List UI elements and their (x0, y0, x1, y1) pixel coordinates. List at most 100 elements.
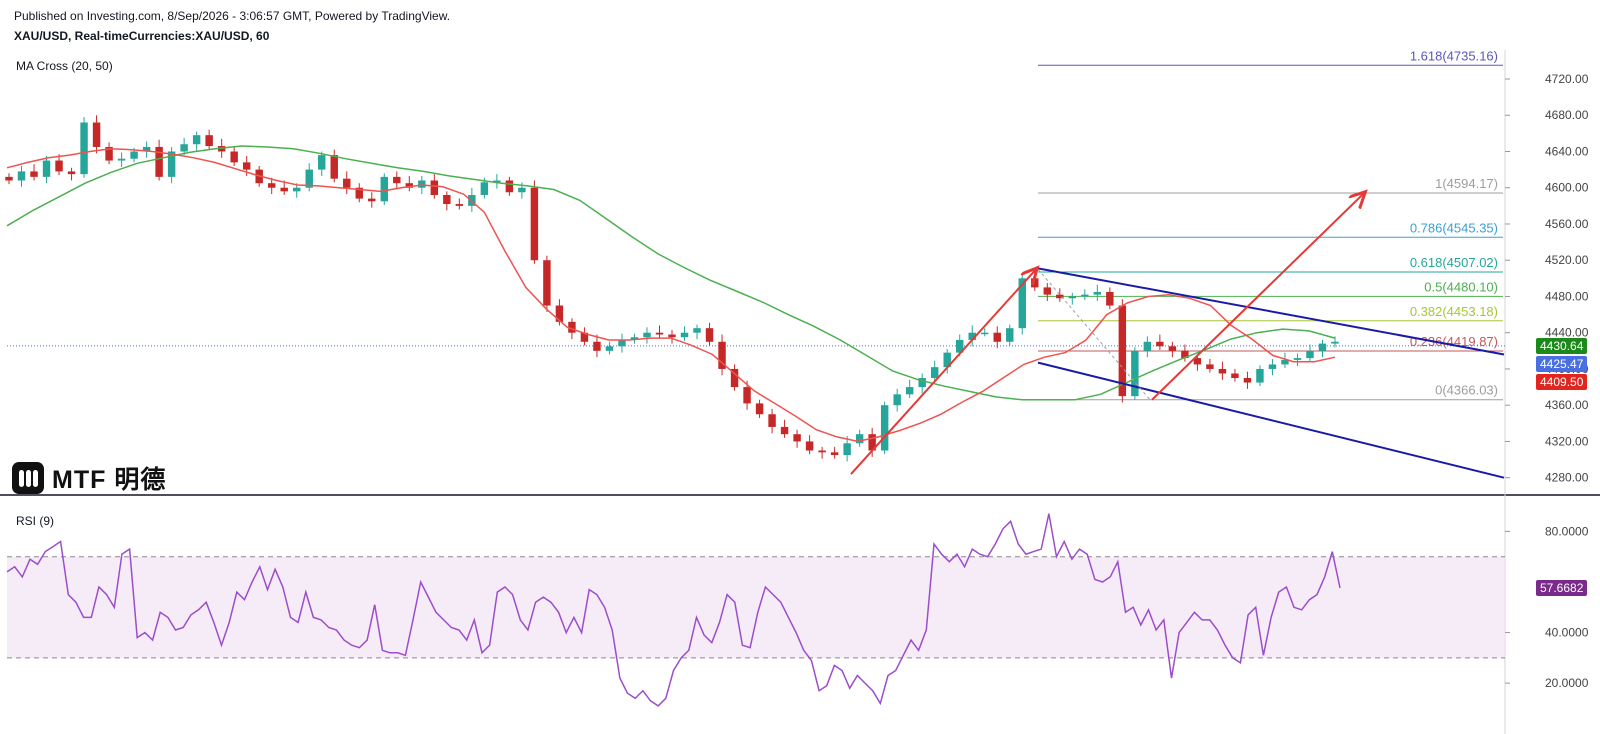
candle-body (555, 305, 564, 322)
rsi-tick-label: 40.0000 (1545, 626, 1589, 640)
ma50-line (6, 145, 1336, 401)
candle-body (1018, 278, 1026, 329)
candle-body (130, 151, 138, 159)
candle-body (205, 135, 213, 147)
candle-body (443, 194, 451, 205)
ma-cross-label[interactable]: MA Cross (20, 50) (16, 59, 113, 73)
rsi-tick-label: 80.0000 (1545, 524, 1589, 538)
symbol-title: XAU/USD, Real-timeCurrencies:XAU/USD, 60 (14, 29, 270, 43)
candle-body (280, 187, 288, 192)
rsi-tick-label: 20.0000 (1545, 676, 1589, 690)
candle-body (5, 176, 13, 181)
candle-body (955, 339, 964, 353)
candle-body (42, 160, 51, 177)
candle-body (618, 339, 626, 347)
price-tick-label: 4320.00 (1545, 434, 1589, 448)
candle-body (405, 183, 414, 188)
candle-body (155, 146, 163, 177)
candle-body (267, 183, 276, 188)
candle-body (943, 352, 951, 368)
candle-body (1118, 305, 1127, 397)
candle-body (167, 151, 176, 177)
candle-body (655, 332, 664, 335)
candle-body (1168, 346, 1177, 351)
candle-body (105, 146, 113, 161)
mtf-logo: MTF 明德 (12, 460, 166, 496)
price-badge-4409.50: 4409.50 (1536, 374, 1588, 390)
candle-body (1031, 278, 1039, 288)
price-tick-label: 4480.00 (1545, 289, 1589, 303)
ma20-line (6, 148, 1336, 443)
fib-level-label: 0.5(4480.10) (1424, 279, 1498, 294)
logo-text: MTF 明德 (52, 466, 167, 494)
candle-body (493, 180, 501, 183)
candle-body (505, 180, 514, 193)
candle-body (1218, 368, 1227, 374)
candle-body (1231, 373, 1239, 379)
rsi-line (6, 513, 1341, 707)
candle-body (455, 204, 464, 206)
candle-body (30, 171, 38, 177)
candle-body (818, 450, 826, 453)
channel-upper-line (1037, 267, 1505, 356)
candle-body (630, 337, 639, 340)
candle-body (1331, 341, 1339, 344)
price-tick-label: 4640.00 (1545, 144, 1589, 158)
candle-body (805, 441, 814, 451)
candle-body (868, 434, 876, 451)
candle-body (368, 198, 376, 202)
candle-body (305, 169, 313, 188)
candle-body (330, 155, 338, 179)
candle-body (355, 187, 363, 199)
candle-body (1293, 358, 1302, 360)
candle-body (1093, 291, 1102, 295)
candle-body (981, 332, 989, 335)
up-arrow-1 (850, 269, 1036, 475)
candle-body (1106, 291, 1114, 306)
candle-body (893, 394, 901, 406)
rsi-label[interactable]: RSI (9) (16, 514, 55, 528)
up-arrow-2 (1151, 193, 1364, 401)
price-tick-label: 4720.00 (1545, 72, 1589, 86)
price-tick-label: 4360.00 (1545, 398, 1589, 412)
candle-body (730, 368, 739, 388)
candle-body (1043, 287, 1052, 295)
candle-body (430, 180, 439, 195)
candle-body (755, 403, 764, 415)
price-badge-4425.47: 4425.47 (1536, 356, 1588, 372)
candle-body (643, 332, 651, 338)
candle-body (518, 187, 526, 193)
candle-body (693, 328, 701, 333)
candle-body (180, 144, 188, 152)
candle-body (830, 452, 839, 456)
candle-body (1056, 294, 1064, 299)
candle-body (318, 155, 326, 170)
candle-body (793, 434, 801, 442)
fib-level-label: 1(4594.17) (1435, 176, 1498, 191)
candle-body (142, 146, 151, 152)
candle-body (1281, 359, 1289, 365)
price-tick-label: 4680.00 (1545, 108, 1589, 122)
fib-level-label: 0.618(4507.02) (1410, 255, 1498, 270)
price-badge-4430.64: 4430.64 (1536, 338, 1588, 354)
candle-body (192, 135, 201, 145)
candle-body (67, 171, 76, 175)
candle-body (1181, 350, 1189, 359)
candle-body (1081, 294, 1089, 297)
candle-body (993, 332, 1001, 342)
price-tick-label: 4520.00 (1545, 253, 1589, 267)
candle-body (580, 332, 589, 342)
candle-body (380, 176, 389, 202)
candle-body (705, 328, 714, 342)
price-tick-label: 4560.00 (1545, 217, 1589, 231)
candle-body (1131, 350, 1139, 397)
price-tick-label: 4600.00 (1545, 181, 1589, 195)
fib-level-label: 0(4366.03) (1435, 383, 1498, 398)
candle-body (80, 122, 88, 175)
candle-body (880, 405, 889, 451)
candle-body (1318, 343, 1327, 351)
candle-body (480, 182, 489, 195)
candle-body (92, 122, 101, 147)
candle-body (1156, 341, 1164, 347)
